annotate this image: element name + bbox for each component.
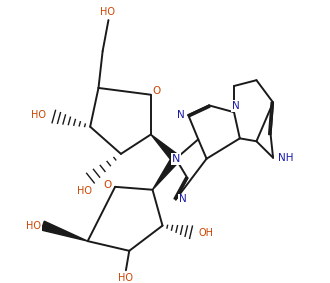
Text: N: N	[232, 101, 240, 111]
Text: N: N	[179, 194, 186, 204]
Text: O: O	[153, 86, 161, 97]
Text: HO: HO	[26, 221, 41, 231]
Text: HO: HO	[77, 186, 92, 196]
Text: N: N	[177, 110, 185, 120]
Text: HO: HO	[100, 7, 115, 17]
Polygon shape	[151, 134, 179, 162]
Polygon shape	[152, 156, 179, 190]
Polygon shape	[41, 221, 88, 241]
Text: OH: OH	[199, 228, 214, 238]
Text: HO: HO	[31, 110, 47, 120]
Text: NH: NH	[278, 153, 293, 163]
Text: N: N	[172, 154, 180, 164]
Text: O: O	[103, 180, 112, 190]
Text: HO: HO	[118, 273, 133, 283]
